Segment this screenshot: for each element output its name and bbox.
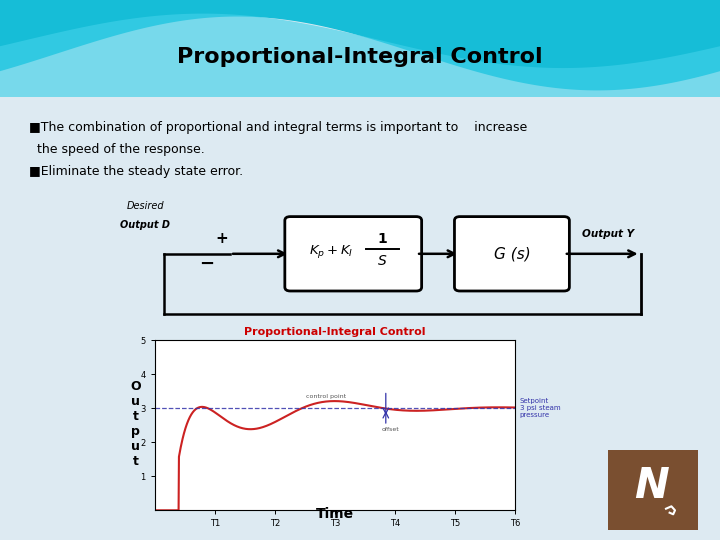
Text: Proportional-Integral Control: Proportional-Integral Control — [177, 46, 543, 67]
FancyBboxPatch shape — [454, 217, 570, 291]
Text: offset: offset — [382, 427, 400, 433]
Text: Output D: Output D — [120, 220, 171, 231]
Text: Setpoint
3 psi steam
pressure: Setpoint 3 psi steam pressure — [520, 398, 560, 419]
Text: Time: Time — [316, 507, 354, 521]
Text: Output Y: Output Y — [582, 230, 634, 239]
Text: Desired: Desired — [127, 201, 164, 211]
Text: the speed of the response.: the speed of the response. — [29, 143, 204, 156]
FancyBboxPatch shape — [606, 448, 701, 532]
Text: −: − — [199, 255, 215, 273]
Polygon shape — [0, 0, 720, 90]
Text: $\bf{1}$: $\bf{1}$ — [377, 232, 387, 246]
Text: $S$: $S$ — [377, 254, 387, 268]
Text: ■Eliminate the steady state error.: ■Eliminate the steady state error. — [29, 165, 243, 178]
Polygon shape — [0, 14, 720, 97]
Text: control point: control point — [305, 394, 346, 400]
Text: N: N — [634, 464, 669, 507]
Text: +: + — [215, 231, 228, 246]
FancyBboxPatch shape — [285, 217, 422, 291]
Text: G (s): G (s) — [493, 246, 531, 261]
Title: Proportional-Integral Control: Proportional-Integral Control — [244, 327, 426, 336]
Text: $K_p + K_I$: $K_p + K_I$ — [309, 244, 354, 260]
Text: ■The combination of proportional and integral terms is important to    increase: ■The combination of proportional and int… — [29, 122, 527, 134]
Text: O
u
t
p
u
t: O u t p u t — [130, 380, 140, 468]
